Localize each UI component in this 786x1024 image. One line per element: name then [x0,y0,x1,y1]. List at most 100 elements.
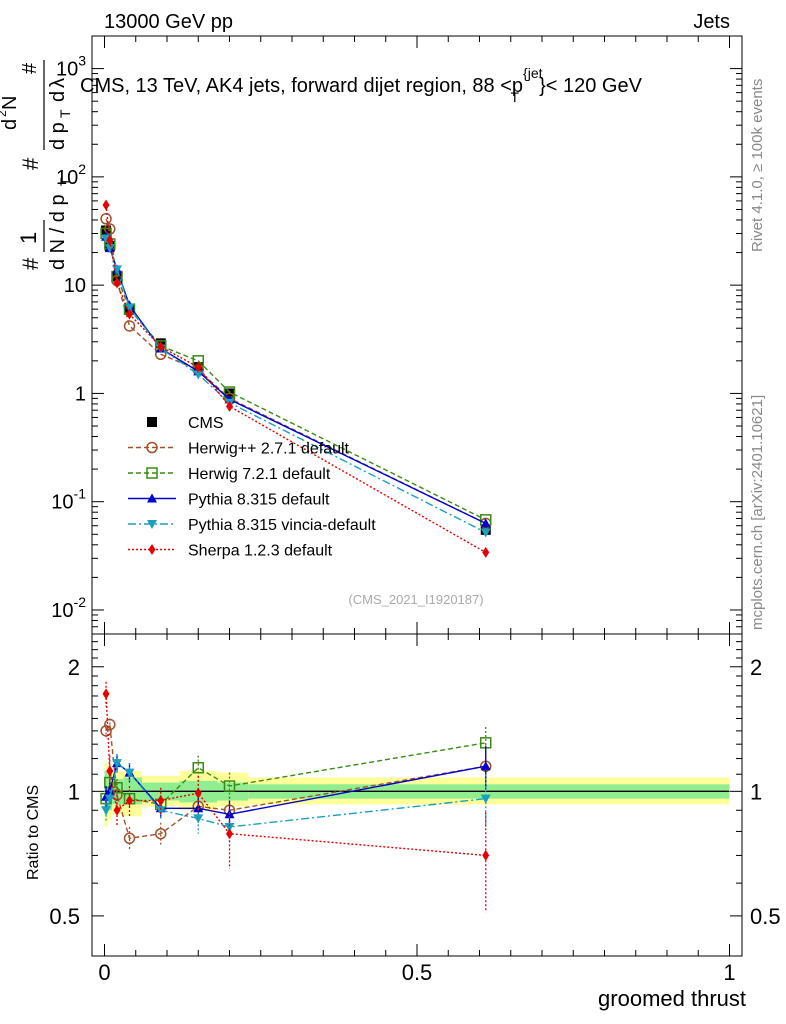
ratio-point-sherpa [102,688,110,700]
ratio-y-tick-label: 1 [68,779,80,804]
x-tick-label: 0.5 [402,960,433,985]
ratio-point-sherpa [106,765,114,777]
ratio-point-herwigpp [100,725,112,737]
series-line-sherpa [105,204,487,554]
ratio-point-sherpa [482,849,490,861]
ratio-point-vincia [193,814,204,824]
point-vincia [480,528,491,538]
svg-text:#: # [19,62,41,74]
legend: CMS Herwig++ 2.7.1 default Herwig 7.2.1 de… [128,415,376,560]
ratio-point-herwigpp [104,718,116,731]
main-y-tick-label: 10-2 [51,594,86,622]
ratio-y-tick-label-right: 2 [750,655,762,680]
plot-title: CMS, 13 TeV, AK4 jets, forward dijet reg… [80,65,643,105]
main-y-tick-label: 102 [56,161,86,189]
svg-text:#: # [18,157,43,170]
ratio-y-tick-label-right: 0.5 [750,904,781,929]
point-sherpa [194,361,202,373]
ratio-panel: 0.5 0.5 1 1 2 2 0 0.5 1 [49,633,781,985]
ratio-point-vincia [112,759,122,769]
ratio-y-tick-label-right: 1 [750,779,762,804]
point-sherpa [106,234,114,246]
ratio-point-vincia [104,794,115,804]
point-sherpa [157,341,165,353]
legend-marker-herwig7 [146,467,158,479]
ratio-point-sherpa [113,804,121,816]
point-cms [101,225,112,236]
ratio-line-vincia [105,761,486,828]
legend-item-herwigpp: Herwig++ 2.7.1 default [128,441,350,458]
svg-text:T: T [57,177,73,186]
main-y-tick-label: 10 [64,275,86,297]
point-vincia [104,244,115,254]
svg-text:d N / d p: d N / d p [47,194,69,270]
ratio-point-vincia [224,822,235,832]
legend-marker-sherpa [148,544,156,555]
ratio-frame [91,633,743,957]
ratio-point-vincia [155,806,166,816]
ratio-line-sherpa [105,693,486,857]
point-sherpa [482,546,490,558]
ratio-point-sherpa [226,828,233,840]
series-sherpa [102,199,490,558]
legend-marker-cms [147,417,157,427]
ratio-point-sherpa [157,795,165,807]
ratio-point-vincia [101,806,112,816]
legend-marker-pythia [147,493,157,503]
mcplots-caption: mcplots.cern.ch [arXiv:2401.10621] [749,395,766,630]
ratio-point-vincia [124,768,135,778]
point-sherpa [126,308,133,320]
x-tick-label: 1 [723,960,735,985]
ratio-point-sherpa [126,795,133,807]
legend-item-pythia: Pythia 8.315 default [128,492,330,509]
point-vincia [112,265,122,275]
svg-text:λ: λ [47,78,69,88]
legend-label-herwig7: Herwig 7.2.1 default [188,466,331,483]
ratio-point-herwigpp [155,827,167,840]
main-y-axis-label: # 1 d N / d p T # d 2 N d p T d λ # [0,60,73,270]
point-sherpa [102,199,110,211]
svg-text:d: d [0,119,21,130]
series-cms [101,225,491,535]
point-sherpa [113,277,121,289]
point-vincia [193,370,204,380]
svg-text:d: d [47,91,69,102]
x-axis-label: groomed thrust [598,986,746,1011]
x-tick-label: 0 [98,960,110,985]
svg-text:2: 2 [0,110,9,117]
ratio-y-tick-label: 2 [68,655,80,680]
main-y-tick-label: 10-1 [51,486,86,514]
analysis-watermark: (CMS_2021_I1920187) [348,592,483,607]
ratio-series-sherpa [102,681,490,913]
main-y-tick-label: 1 [75,383,86,405]
svg-text:d p: d p [47,122,69,150]
legend-item-vincia: Pythia 8.315 vincia-default [128,517,376,534]
legend-label-herwigpp: Herwig++ 2.7.1 default [188,441,350,458]
svg-text:N: N [0,96,21,110]
main-y-tick-label: 103 [56,53,86,81]
series-pythia [101,231,491,528]
legend-marker-vincia [147,520,157,529]
point-herwigpp [123,320,136,332]
legend-marker-herwigpp [146,441,158,454]
svg-text:1: 1 [16,232,41,244]
legend-item-herwig7: Herwig 7.2.1 default [128,466,331,483]
ratio-y-tick-label: 0.5 [49,904,80,929]
legend-label-pythia: Pythia 8.315 default [188,492,330,509]
legend-label-sherpa: Sherpa 1.2.3 default [188,543,333,560]
legend-item-cms: CMS [147,415,224,432]
svg-text:T: T [57,109,73,118]
svg-text:#: # [18,257,43,270]
ratio-point-sherpa [194,787,202,799]
point-vincia [124,303,135,313]
ratio-point-herwig7 [192,762,204,774]
series-line-vincia [105,238,487,534]
ratio-point-herwig7 [223,780,236,792]
category-label: Jets [693,11,730,33]
ratio-point-herwigpp [123,832,136,845]
point-sherpa [226,400,233,412]
ratio-y-axis-label: Ratio to CMS [25,785,42,880]
rivet-caption: Rivet 4.1.0, ≥ 100k events [749,79,766,252]
main-panel: 10-2 10-1 1 10 102 103 [51,35,742,635]
